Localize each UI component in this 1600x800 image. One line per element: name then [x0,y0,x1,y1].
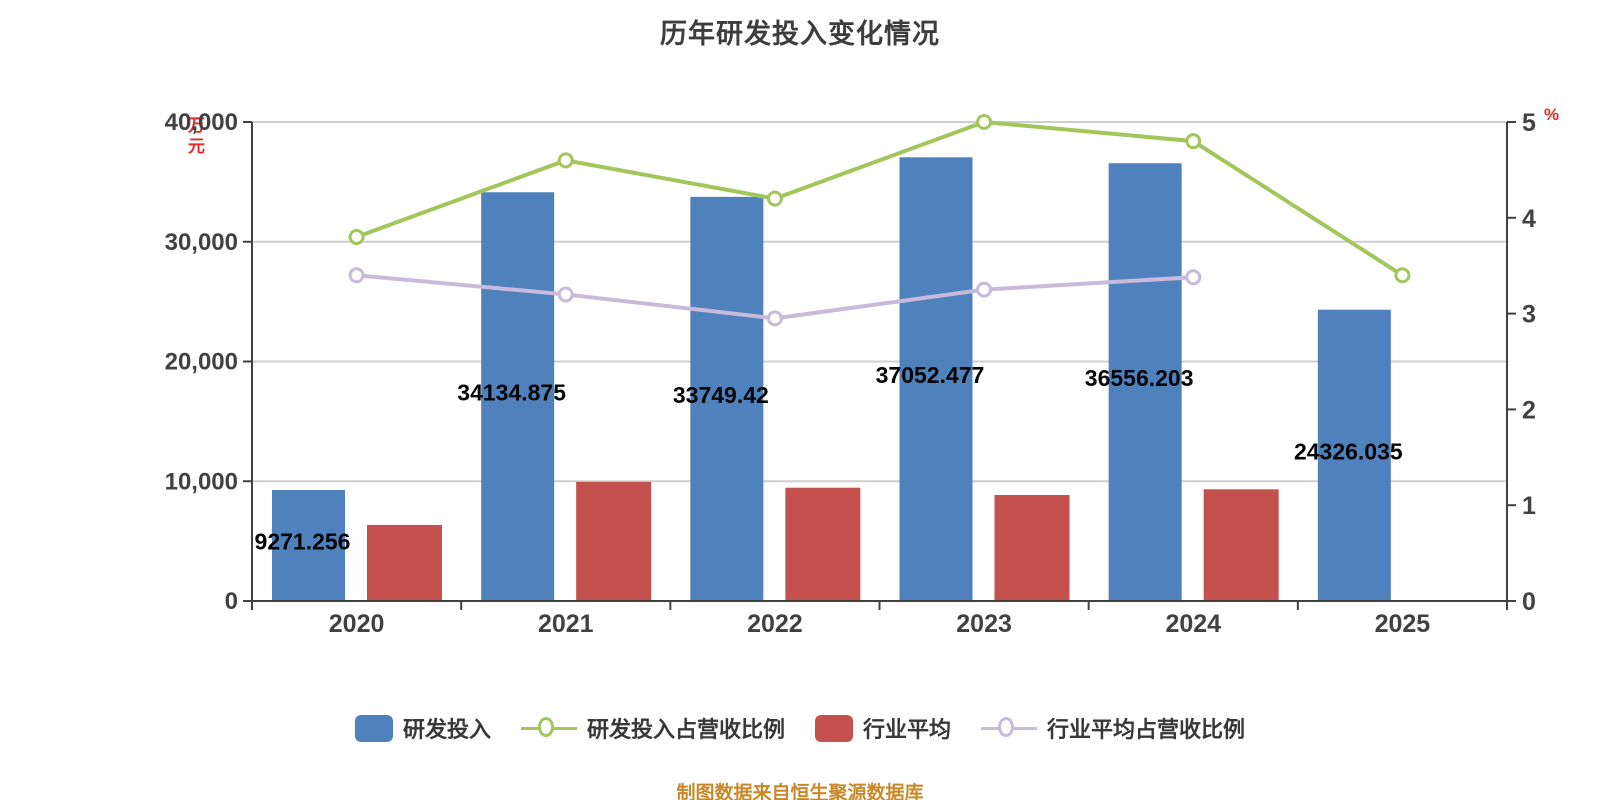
bar-value-label-2022: 33749.42 [673,382,769,408]
line-point-industry-avg-ratio-2020[interactable] [348,267,365,284]
bar-value-label-2023: 37052.477 [876,362,985,388]
line-point-rd-revenue-ratio-2021[interactable] [557,152,574,169]
left-axis-tick-label: 20,000 [165,349,238,376]
x-axis-label-2021: 2021 [538,610,594,638]
legend-item-industry-avg[interactable]: 行业平均 [815,712,951,744]
rd-investment-swatch-icon [354,714,393,742]
legend-item-rd-investment[interactable]: 研发投入 [354,712,491,744]
left-axis-tick-label: 30,000 [165,229,238,256]
right-axis-tick-label: 2 [1522,396,1536,424]
legend-label: 研发投入占营收比例 [586,717,785,742]
legend-label: 行业平均占营收比例 [1047,717,1246,742]
bar-industry-avg-2021[interactable] [576,481,652,601]
bar-industry-avg-2023[interactable] [994,495,1070,601]
bar-rd-investment-2020[interactable] [272,489,345,601]
x-axis-label-2024: 2024 [1165,610,1221,638]
line-point-industry-avg-ratio-2023[interactable] [976,281,993,298]
line-rd-revenue-ratio [354,120,1405,278]
right-axis-tick-label: 0 [1522,588,1536,616]
line-point-rd-revenue-ratio-2022[interactable] [766,190,783,207]
bar-value-label-2021: 34134.875 [457,380,566,406]
bar-rd-investment-2024[interactable] [1108,163,1182,601]
legend-item-industry-avg-ratio[interactable]: 行业平均占营收比例 [981,712,1245,744]
bar-industry-avg-2020[interactable] [367,524,442,601]
bar-industry-avg-2022[interactable] [785,487,861,601]
legend-label: 行业平均 [863,717,952,742]
x-axis-label-2022: 2022 [747,610,803,638]
line-point-rd-revenue-ratio-2024[interactable] [1185,133,1202,150]
bar-rd-investment-2025[interactable] [1317,309,1391,601]
legend-label: 研发投入 [402,717,491,742]
bar-value-label-2024: 36556.203 [1085,365,1194,391]
right-axis-unit-label: % [1544,105,1560,124]
left-axis-tick-label: 0 [225,588,238,615]
bar-rd-investment-2021[interactable] [481,192,555,602]
left-axis-tick-label: 10,000 [165,468,238,495]
left-axis-unit-label: 万元 [185,116,204,158]
line-point-industry-avg-ratio-2022[interactable] [766,310,783,327]
industry-avg-ratio-line-icon [981,715,1038,742]
bar-rd-investment-2023[interactable] [899,157,973,602]
line-point-industry-avg-ratio-2021[interactable] [557,286,574,303]
bar-rd-investment-2022[interactable] [690,196,764,601]
left-axis-tick-label: 40,000 [165,109,238,136]
chart-legend: 研发投入 研发投入占营收比例 行业平均 行业平均占营收比例 [0,712,1600,744]
bar-value-label-2020: 9271.256 [255,528,351,554]
right-axis-tick-label: 5 [1522,109,1536,137]
line-point-rd-revenue-ratio-2025[interactable] [1394,267,1411,284]
right-axis-tick-label: 4 [1522,205,1536,233]
chart-title: 历年研发投入变化情况 [660,19,940,49]
line-point-rd-revenue-ratio-2023[interactable] [976,114,993,130]
x-axis-label-2023: 2023 [956,610,1012,638]
right-axis-tick-label: 1 [1522,492,1536,520]
line-point-industry-avg-ratio-2024[interactable] [1185,269,1202,286]
industry-avg-swatch-icon [815,714,853,742]
data-source-note: 制图数据来自恒生聚源数据库 [676,783,924,800]
x-axis-label-2025: 2025 [1375,610,1431,638]
line-point-rd-revenue-ratio-2020[interactable] [348,228,365,245]
bar-value-label-2025: 24326.035 [1294,438,1403,464]
right-axis-tick-label: 3 [1522,301,1536,329]
x-axis-label-2020: 2020 [329,610,385,638]
bar-industry-avg-2024[interactable] [1203,489,1279,601]
rd-revenue-ratio-line-icon [520,715,577,742]
legend-item-rd-revenue-ratio[interactable]: 研发投入占营收比例 [520,712,785,744]
